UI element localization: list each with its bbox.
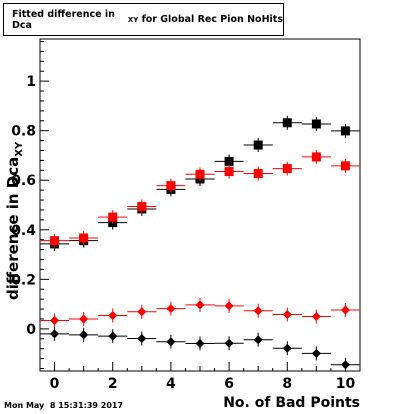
data-point-square bbox=[340, 161, 350, 171]
y-tick-label: 0.4 bbox=[11, 223, 36, 239]
data-marks bbox=[40, 115, 360, 372]
plot-frame bbox=[39, 38, 361, 372]
data-point-diamond bbox=[137, 334, 147, 344]
data-point-diamond bbox=[137, 307, 147, 317]
y-axis-label-main: difference in Dca bbox=[4, 156, 22, 300]
x-tick-label: 2 bbox=[108, 376, 118, 392]
data-point-square bbox=[253, 140, 263, 150]
y-axis-label: difference in DcaXY bbox=[4, 142, 29, 300]
data-point-diamond bbox=[253, 306, 263, 316]
x-tick-label: 0 bbox=[50, 376, 60, 392]
data-point-diamond bbox=[340, 305, 350, 315]
data-point-square bbox=[137, 201, 147, 211]
data-point-square bbox=[224, 167, 234, 177]
y-axis-label-subscript: XY bbox=[14, 141, 25, 157]
data-point-diamond bbox=[50, 315, 60, 325]
data-point-diamond bbox=[79, 314, 89, 324]
data-point-square bbox=[166, 181, 176, 191]
data-point-diamond bbox=[166, 337, 176, 347]
data-point-diamond bbox=[224, 301, 234, 311]
data-point-diamond bbox=[108, 331, 118, 341]
data-point-diamond bbox=[282, 343, 292, 353]
data-point-diamond bbox=[282, 310, 292, 320]
data-point-square bbox=[79, 233, 89, 243]
data-point-square bbox=[311, 119, 321, 129]
data-point-diamond bbox=[224, 338, 234, 348]
data-point-diamond bbox=[311, 348, 321, 358]
y-tick-label: 0.8 bbox=[11, 124, 36, 140]
chart-title: Fitted difference in Dca XY for Global Re… bbox=[3, 3, 284, 36]
data-point-square bbox=[195, 169, 205, 179]
data-point-square bbox=[108, 212, 118, 222]
data-point-square bbox=[253, 169, 263, 179]
x-tick-label: 10 bbox=[336, 376, 356, 392]
data-point-diamond bbox=[166, 304, 176, 314]
y-tick-label: 0.2 bbox=[11, 272, 36, 288]
y-tick-label: 1 bbox=[26, 74, 36, 90]
data-point-diamond bbox=[108, 311, 118, 321]
data-point-square bbox=[282, 164, 292, 174]
data-point-square bbox=[50, 236, 60, 246]
axes: 0 2 4 6 8 10 0 0.2 0.4 0.6 0.8 1 bbox=[11, 40, 361, 392]
data-point-diamond bbox=[253, 335, 263, 345]
x-axis-label: No. of Bad Points bbox=[223, 395, 360, 411]
title-subscript: XY bbox=[127, 15, 139, 24]
data-point-square bbox=[340, 126, 350, 136]
x-tick-label: 6 bbox=[224, 376, 234, 392]
data-point-diamond bbox=[50, 329, 60, 339]
data-point-diamond bbox=[311, 311, 321, 321]
title-main: Fitted difference in Dca bbox=[12, 8, 115, 31]
timestamp: Mon May 8 15:31:39 2017 bbox=[4, 401, 124, 410]
y-tick-label: 0.6 bbox=[11, 173, 36, 189]
data-point-diamond bbox=[195, 300, 205, 310]
data-point-square bbox=[224, 156, 234, 166]
x-tick-label: 4 bbox=[166, 376, 176, 392]
data-point-square bbox=[311, 152, 321, 162]
data-point-diamond bbox=[195, 338, 205, 348]
data-point-diamond bbox=[340, 360, 350, 370]
y-tick-label: 0 bbox=[26, 322, 36, 338]
data-point-square bbox=[282, 118, 292, 128]
title-rest: for Global Rec Pion NoHits bbox=[138, 14, 283, 25]
data-point-diamond bbox=[79, 330, 89, 340]
x-tick-label: 8 bbox=[282, 376, 292, 392]
